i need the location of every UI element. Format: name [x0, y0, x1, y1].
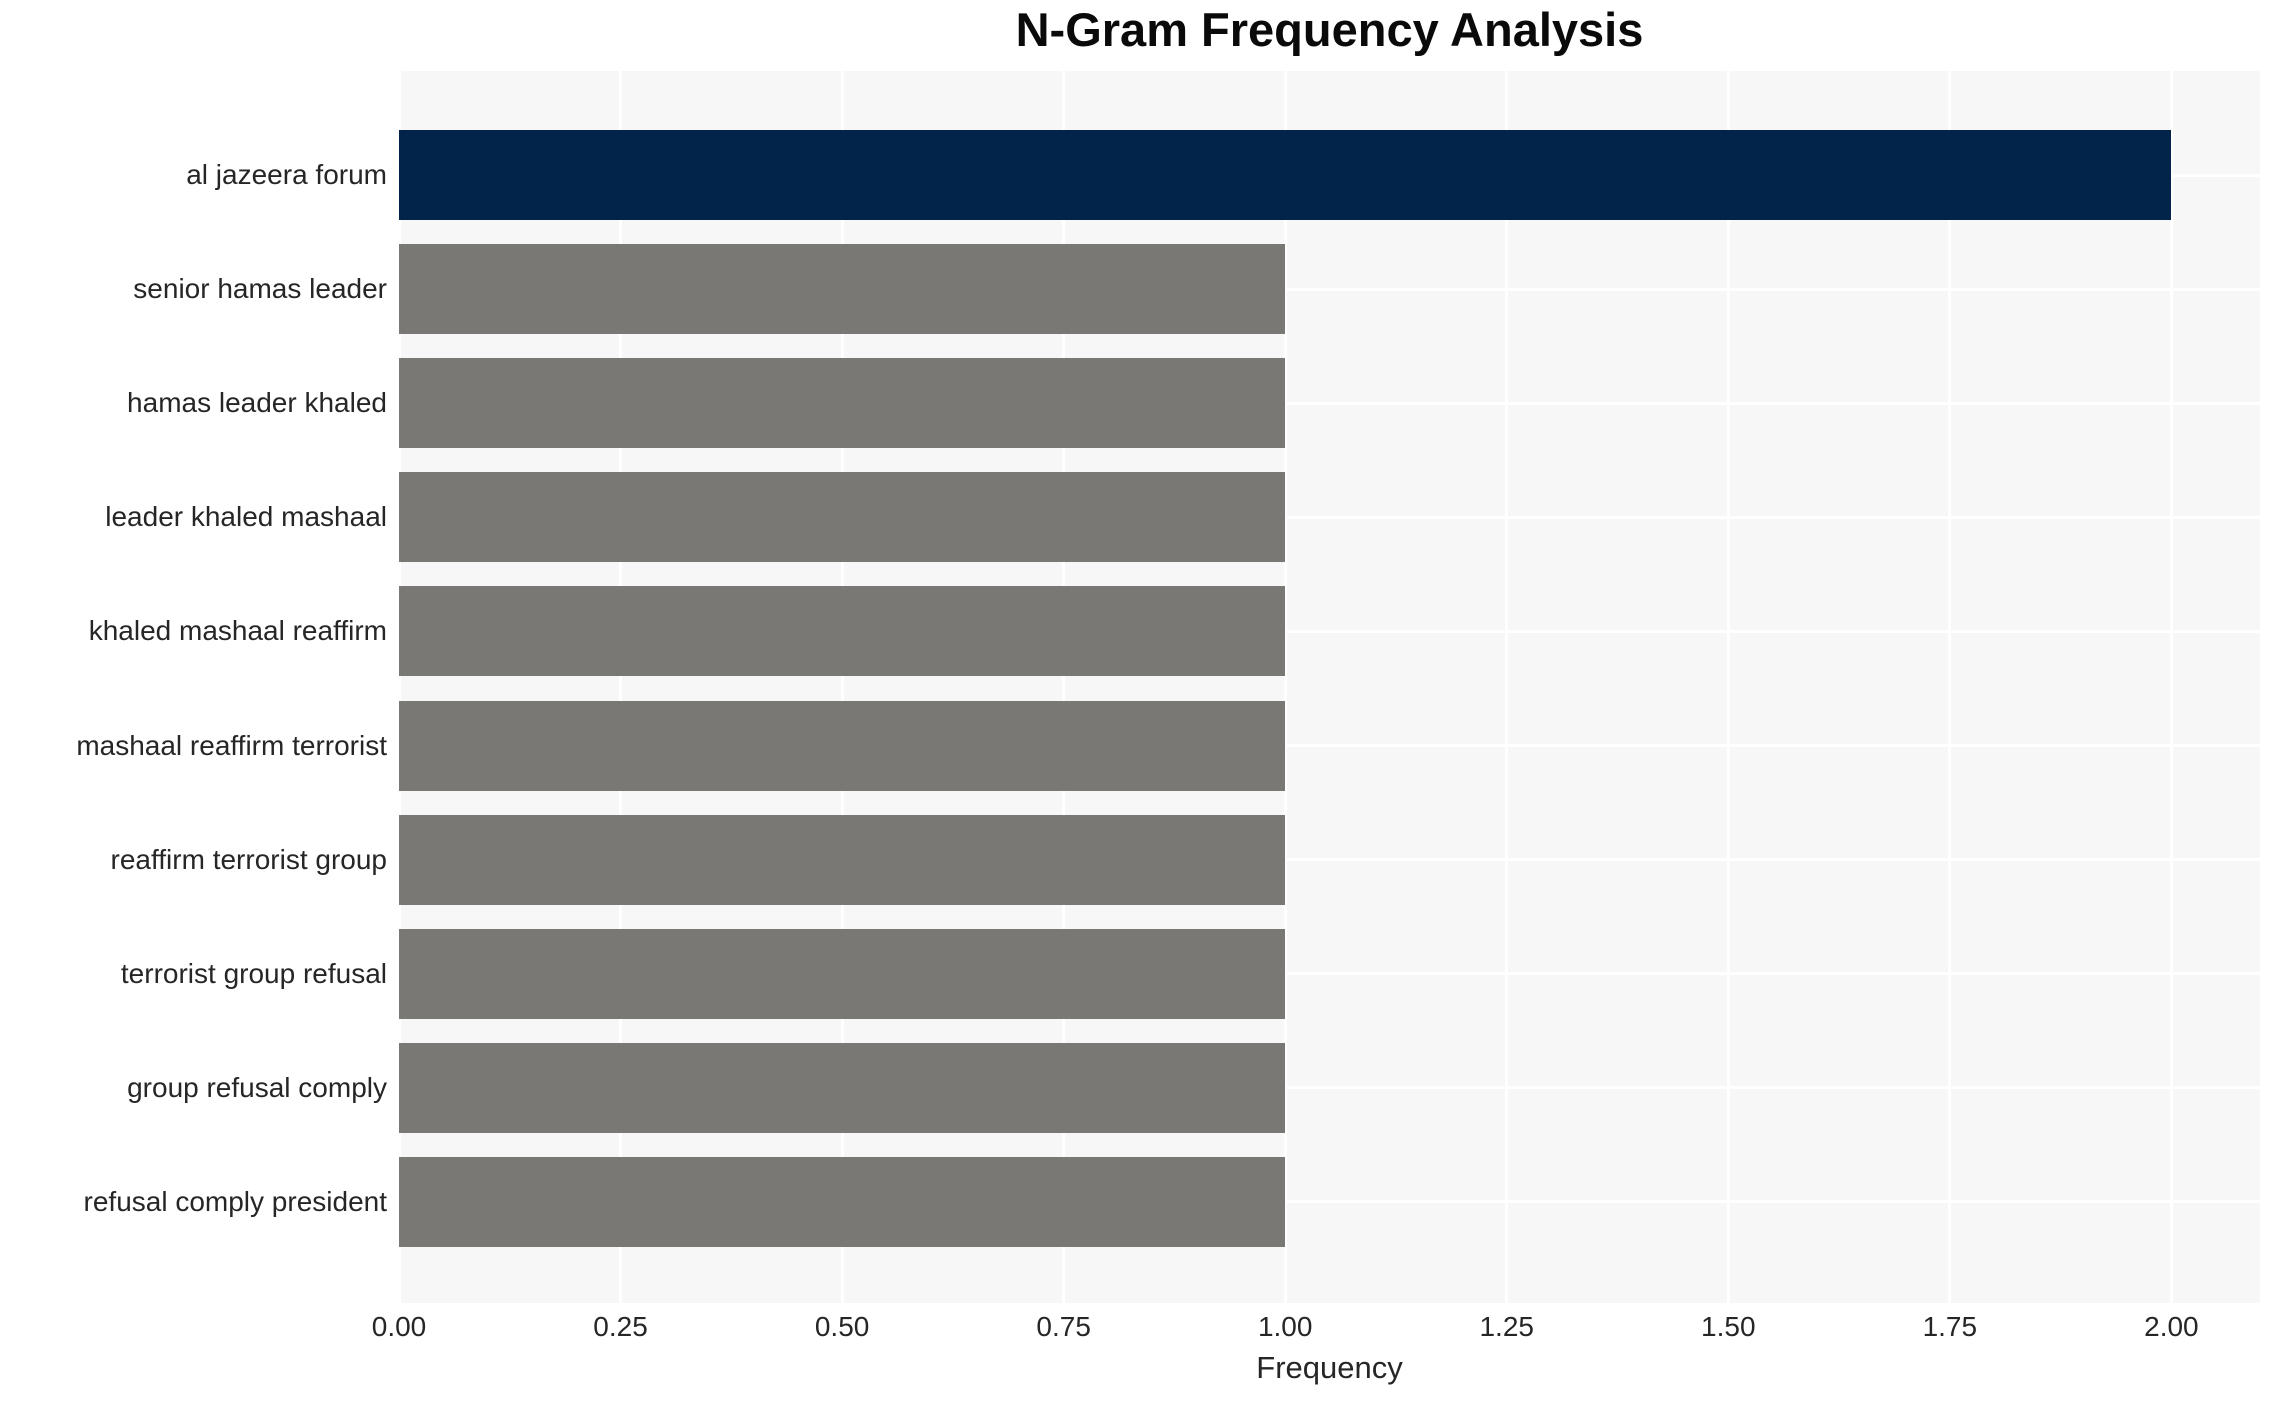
x-tick-label: 0.25 — [593, 1311, 648, 1342]
x-tick-label: 0.50 — [814, 1311, 870, 1342]
y-tick-label: senior hamas leader — [133, 273, 387, 305]
gridline-vertical — [1283, 71, 1287, 1303]
x-tick-label: 1.75 — [1922, 1311, 1978, 1342]
bar-senior-hamas-leader — [399, 244, 1286, 335]
gridline-horizontal — [399, 287, 2260, 291]
bar-refusal-comply-president — [399, 1156, 1286, 1247]
gridline-horizontal — [399, 401, 2260, 405]
x-tick-label: 1.00 — [1257, 1311, 1313, 1342]
bar-hamas-leader-khaled — [399, 358, 1286, 449]
gridline-horizontal — [399, 1086, 2260, 1090]
y-tick-label: refusal comply president — [83, 1185, 387, 1217]
chart-title: N-Gram Frequency Analysis — [1015, 3, 1644, 56]
bar-reaffirm-terrorist-group — [399, 814, 1286, 905]
gridline-horizontal — [399, 629, 2260, 633]
x-tick-label: 2.00 — [2144, 1311, 2199, 1342]
x-tick-label: 1.50 — [1701, 1311, 1756, 1342]
gridline-vertical — [619, 71, 623, 1303]
gridline-vertical — [399, 71, 401, 1303]
gridline-horizontal — [399, 744, 2260, 747]
bar-khaled-mashaal-reaffirm — [399, 586, 1286, 677]
gridline-horizontal — [399, 858, 2260, 862]
bar-terrorist-group-refusal — [399, 928, 1286, 1019]
bar-al-jazeera-forum — [399, 130, 2172, 220]
x-tick-label: 1.25 — [1479, 1311, 1534, 1342]
x-axis-label: Frequency — [1256, 1350, 1403, 1385]
gridline-horizontal — [399, 515, 2260, 519]
gridline-horizontal — [399, 1200, 2260, 1204]
gridline-vertical — [1726, 71, 1730, 1303]
y-tick-label: group refusal comply — [127, 1071, 387, 1103]
bar-mashaal-reaffirm-terrorist — [399, 700, 1286, 791]
y-tick-label: khaled mashaal reaffirm — [88, 615, 387, 647]
x-tick-label: 0.75 — [1036, 1311, 1091, 1342]
y-tick-label: terrorist group refusal — [120, 957, 387, 989]
y-tick-label: mashaal reaffirm terrorist — [76, 729, 387, 761]
y-tick-label: leader khaled mashaal — [105, 501, 387, 533]
y-tick-label: hamas leader khaled — [127, 387, 387, 419]
gridline-vertical — [840, 71, 844, 1303]
y-tick-label: reaffirm terrorist group — [110, 843, 387, 875]
y-tick-label: al jazeera forum — [186, 159, 387, 190]
gridline-horizontal — [399, 972, 2260, 976]
gridline-vertical — [2169, 71, 2173, 1303]
plot-area — [399, 71, 2260, 1303]
bar-group-refusal-comply — [399, 1042, 1286, 1133]
x-tick-label: 0.00 — [371, 1311, 427, 1342]
gridline-vertical — [1505, 71, 1509, 1303]
gridline-vertical — [1062, 71, 1066, 1303]
gridline-vertical — [1948, 71, 1952, 1303]
bar-leader-khaled-mashaal — [399, 472, 1286, 563]
